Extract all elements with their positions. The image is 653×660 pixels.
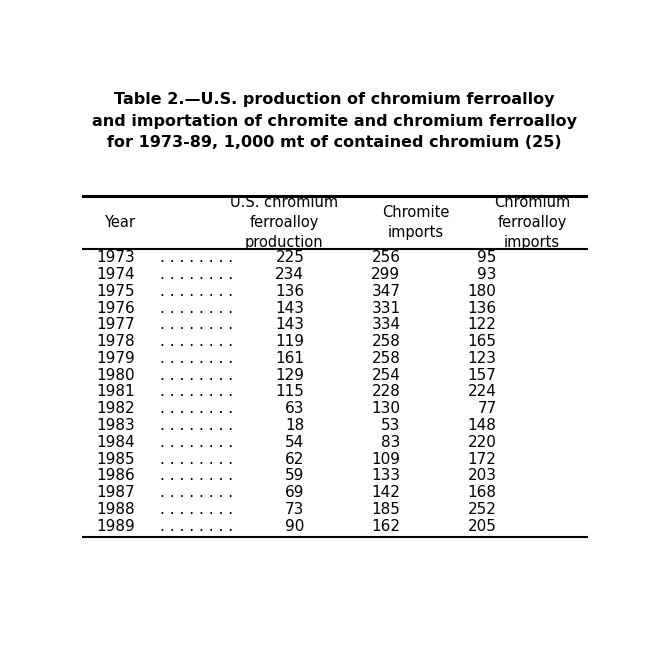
- Text: 122: 122: [468, 317, 497, 333]
- Text: 1988: 1988: [97, 502, 135, 517]
- Text: 205: 205: [468, 519, 497, 534]
- Text: 165: 165: [468, 334, 497, 349]
- Text: 1983: 1983: [97, 418, 136, 433]
- Text: 83: 83: [381, 435, 400, 450]
- Text: . . . . . . . .: . . . . . . . .: [160, 284, 233, 299]
- Text: 180: 180: [468, 284, 497, 299]
- Text: 161: 161: [276, 351, 304, 366]
- Text: 1980: 1980: [97, 368, 135, 383]
- Text: U.S. chromium
ferroalloy
production: U.S. chromium ferroalloy production: [230, 195, 338, 250]
- Text: 142: 142: [372, 485, 400, 500]
- Text: 136: 136: [275, 284, 304, 299]
- Text: 143: 143: [276, 301, 304, 315]
- Text: 162: 162: [372, 519, 400, 534]
- Text: 1982: 1982: [97, 401, 135, 416]
- Text: . . . . . . . .: . . . . . . . .: [160, 451, 233, 467]
- Text: 143: 143: [276, 317, 304, 333]
- Text: 256: 256: [372, 250, 400, 265]
- Text: 220: 220: [468, 435, 497, 450]
- Text: 225: 225: [276, 250, 304, 265]
- Text: . . . . . . . .: . . . . . . . .: [160, 401, 233, 416]
- Text: 172: 172: [468, 451, 497, 467]
- Text: 1985: 1985: [97, 451, 135, 467]
- Text: 252: 252: [468, 502, 497, 517]
- Text: 93: 93: [477, 267, 497, 282]
- Text: 1979: 1979: [97, 351, 136, 366]
- Text: 1989: 1989: [97, 519, 136, 534]
- Text: . . . . . . . .: . . . . . . . .: [160, 502, 233, 517]
- Text: 1974: 1974: [97, 267, 135, 282]
- Text: 53: 53: [381, 418, 400, 433]
- Text: 224: 224: [468, 385, 497, 399]
- Text: . . . . . . . .: . . . . . . . .: [160, 485, 233, 500]
- Text: 109: 109: [372, 451, 400, 467]
- Text: Chromite
imports: Chromite imports: [382, 205, 449, 240]
- Text: 77: 77: [477, 401, 497, 416]
- Text: 1978: 1978: [97, 334, 135, 349]
- Text: 168: 168: [468, 485, 497, 500]
- Text: 1976: 1976: [97, 301, 136, 315]
- Text: 254: 254: [372, 368, 400, 383]
- Text: . . . . . . . .: . . . . . . . .: [160, 250, 233, 265]
- Text: 299: 299: [372, 267, 400, 282]
- Text: . . . . . . . .: . . . . . . . .: [160, 301, 233, 315]
- Text: 258: 258: [372, 334, 400, 349]
- Text: . . . . . . . .: . . . . . . . .: [160, 469, 233, 483]
- Text: 1986: 1986: [97, 469, 136, 483]
- Text: . . . . . . . .: . . . . . . . .: [160, 435, 233, 450]
- Text: 136: 136: [468, 301, 497, 315]
- Text: 203: 203: [468, 469, 497, 483]
- Text: 119: 119: [276, 334, 304, 349]
- Text: 347: 347: [372, 284, 400, 299]
- Text: . . . . . . . .: . . . . . . . .: [160, 351, 233, 366]
- Text: . . . . . . . .: . . . . . . . .: [160, 368, 233, 383]
- Text: 129: 129: [276, 368, 304, 383]
- Text: 54: 54: [285, 435, 304, 450]
- Text: 115: 115: [276, 385, 304, 399]
- Text: . . . . . . . .: . . . . . . . .: [160, 317, 233, 333]
- Text: 133: 133: [372, 469, 400, 483]
- Text: . . . . . . . .: . . . . . . . .: [160, 334, 233, 349]
- Text: 130: 130: [372, 401, 400, 416]
- Text: 59: 59: [285, 469, 304, 483]
- Text: 185: 185: [372, 502, 400, 517]
- Text: 69: 69: [285, 485, 304, 500]
- Text: . . . . . . . .: . . . . . . . .: [160, 418, 233, 433]
- Text: 234: 234: [276, 267, 304, 282]
- Text: 73: 73: [285, 502, 304, 517]
- Text: 95: 95: [477, 250, 497, 265]
- Text: 1975: 1975: [97, 284, 135, 299]
- Text: 1977: 1977: [97, 317, 135, 333]
- Text: 90: 90: [285, 519, 304, 534]
- Text: Year: Year: [104, 215, 135, 230]
- Text: 123: 123: [468, 351, 497, 366]
- Text: 148: 148: [468, 418, 497, 433]
- Text: 63: 63: [285, 401, 304, 416]
- Text: 157: 157: [468, 368, 497, 383]
- Text: 62: 62: [285, 451, 304, 467]
- Text: 334: 334: [372, 317, 400, 333]
- Text: Chromium
ferroalloy
imports: Chromium ferroalloy imports: [494, 195, 570, 250]
- Text: 1981: 1981: [97, 385, 135, 399]
- Text: 1984: 1984: [97, 435, 135, 450]
- Text: . . . . . . . .: . . . . . . . .: [160, 267, 233, 282]
- Text: . . . . . . . .: . . . . . . . .: [160, 385, 233, 399]
- Text: Table 2.—U.S. production of chromium ferroalloy
and importation of chromite and : Table 2.—U.S. production of chromium fer…: [92, 92, 577, 150]
- Text: . . . . . . . .: . . . . . . . .: [160, 519, 233, 534]
- Text: 228: 228: [372, 385, 400, 399]
- Text: 258: 258: [372, 351, 400, 366]
- Text: 331: 331: [372, 301, 400, 315]
- Text: 1987: 1987: [97, 485, 135, 500]
- Text: 18: 18: [285, 418, 304, 433]
- Text: 1973: 1973: [97, 250, 136, 265]
